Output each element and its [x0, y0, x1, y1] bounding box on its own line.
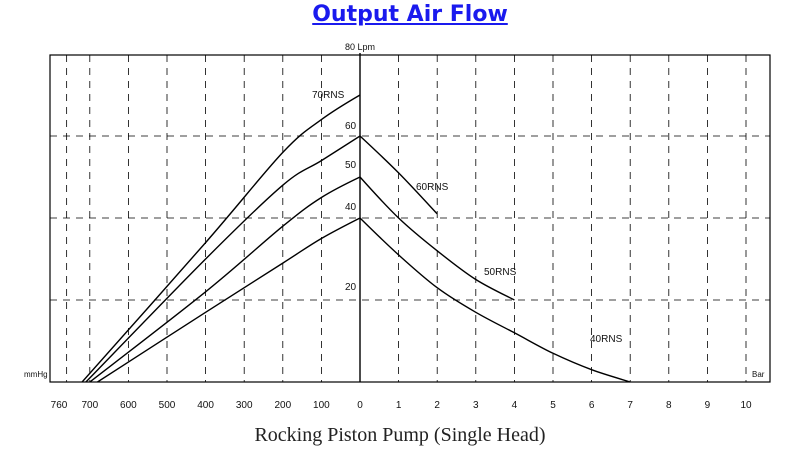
y-tick-label: 60: [345, 121, 357, 132]
series-line-60rns: [85, 135, 438, 383]
x-tick-label-vacuum: 400: [197, 400, 214, 411]
x-axis-label-left: mmHg: [24, 370, 48, 379]
y-tick-label: 20: [345, 282, 357, 293]
series-group: [81, 94, 631, 383]
grid-lines: [50, 55, 770, 382]
x-tick-label-pressure: 2: [434, 400, 440, 411]
chart-caption: Rocking Piston Pump (Single Head): [254, 424, 546, 446]
x-tick-label-pressure: 6: [589, 400, 595, 411]
chart-title-link[interactable]: Output Air Flow: [312, 2, 508, 27]
chart-title: Output Air Flow: [0, 2, 800, 27]
series-line-70rns: [81, 94, 361, 383]
plot-frame: [49, 54, 771, 383]
x-tick-label-vacuum: 700: [81, 400, 98, 411]
x-tick-label-vacuum: 200: [274, 400, 291, 411]
series-label-40rns: 40RNS: [590, 334, 623, 345]
axes: [49, 53, 771, 383]
x-tick-label-pressure: 10: [740, 400, 752, 411]
x-tick-label-pressure: 0: [357, 400, 363, 411]
x-tick-label-vacuum: 100: [313, 400, 330, 411]
x-tick-label-vacuum: 760: [51, 400, 68, 411]
series-line-50rns: [89, 176, 515, 383]
x-axis-label-right: Bar: [752, 370, 765, 379]
x-tick-label-pressure: 3: [473, 400, 479, 411]
x-tick-label-pressure: 9: [705, 400, 711, 411]
series-line-40rns: [97, 217, 631, 383]
series-label-50rns: 50RNS: [484, 267, 517, 278]
x-tick-label-pressure: 5: [550, 400, 556, 411]
x-tick-label-pressure: 1: [396, 400, 402, 411]
x-tick-label-vacuum: 600: [120, 400, 137, 411]
series-label-70rns: 70RNS: [312, 90, 345, 101]
y-tick-label: 40: [345, 202, 357, 213]
y-axis-label: 80 Lpm: [345, 42, 375, 52]
series-label-60rns: 60RNS: [416, 182, 449, 193]
x-tick-label-vacuum: 500: [159, 400, 176, 411]
x-tick-label-vacuum: 300: [236, 400, 253, 411]
x-tick-label-pressure: 4: [512, 400, 518, 411]
x-tick-label-pressure: 8: [666, 400, 672, 411]
x-tick-label-pressure: 7: [627, 400, 633, 411]
y-tick-label: 50: [345, 160, 357, 171]
